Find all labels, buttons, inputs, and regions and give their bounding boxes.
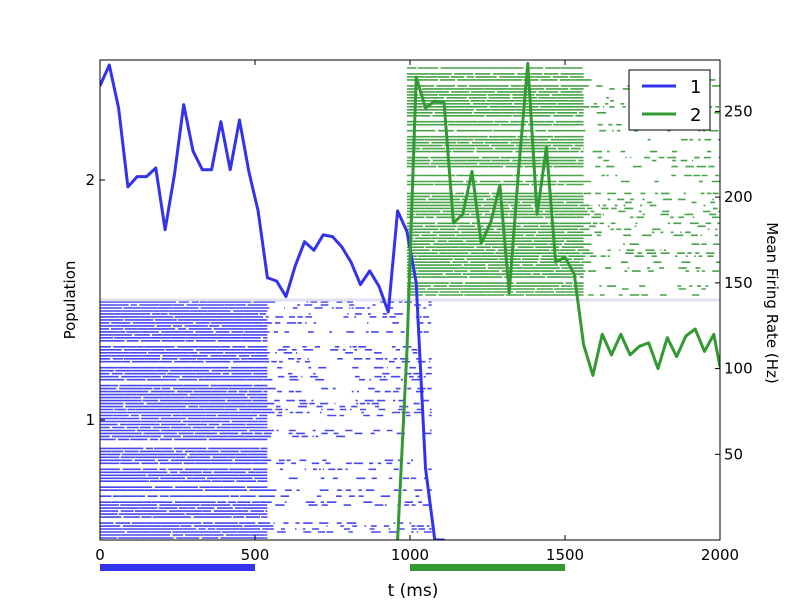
x-tick-label: 2000	[701, 546, 739, 564]
data-point-2-16	[545, 146, 548, 149]
data-point-2-19	[573, 273, 576, 276]
data-point-2-28	[656, 367, 660, 370]
y-tick-label-right: 50	[724, 445, 743, 463]
data-point-1-18	[266, 276, 269, 279]
series-line-1	[100, 63, 445, 540]
data-point-2-27	[647, 341, 650, 345]
data-point-1-21	[294, 264, 297, 267]
data-point-2-18	[563, 255, 567, 259]
data-point-1-9	[182, 103, 185, 106]
data-point-2-6	[452, 221, 455, 225]
y-axis-label-left: Population	[61, 261, 79, 340]
stimulus-bars	[100, 564, 565, 571]
data-point-2-11	[498, 183, 502, 187]
data-point-2-20	[582, 343, 585, 346]
y-tick-label-right: 100	[724, 360, 753, 378]
data-point-1-30	[377, 285, 381, 288]
series-line-2	[396, 61, 720, 540]
data-point-1-33	[405, 230, 409, 233]
data-point-1-8	[173, 173, 176, 177]
data-point-1-5	[145, 175, 148, 178]
data-point-2-32	[694, 327, 697, 331]
legend-label-2: 2	[690, 105, 701, 126]
x-tick-label: 0	[95, 546, 105, 564]
data-point-2-33	[703, 350, 706, 353]
data-point-1-29	[368, 269, 371, 273]
data-point-1-31	[387, 310, 390, 314]
data-point-2-3	[424, 106, 427, 110]
legend-box	[628, 69, 711, 131]
data-point-2-25	[628, 353, 632, 357]
data-point-1-24	[322, 233, 325, 237]
data-point-2-13	[517, 170, 520, 173]
y-tick-label-left: 1	[85, 411, 95, 429]
raster-spikes-population-1	[100, 301, 432, 539]
data-point-1-1	[108, 63, 111, 67]
data-point-1-6	[154, 166, 157, 170]
legend: 1 2	[628, 69, 711, 131]
data-point-1-26	[340, 245, 343, 249]
stimulus-bar-population-2	[410, 564, 565, 571]
data-point-1-22	[303, 240, 306, 243]
y-tick-label-left: 2	[85, 171, 95, 189]
data-point-1-17	[256, 209, 260, 213]
legend-label-1: 1	[690, 77, 701, 98]
data-point-2-5	[442, 101, 446, 105]
data-point-1-13	[219, 120, 223, 123]
data-point-2-9	[480, 242, 483, 245]
data-point-1-14	[229, 168, 232, 171]
data-point-1-12	[210, 168, 213, 171]
y-tick-label-right: 200	[724, 188, 753, 206]
data-point-1-10	[191, 149, 195, 153]
data-point-2-17	[554, 261, 557, 264]
data-point-1-23	[312, 249, 316, 252]
data-point-1-11	[201, 168, 204, 171]
data-point-2-31	[684, 334, 688, 338]
data-point-2-12	[508, 291, 511, 295]
data-point-2-22	[601, 333, 604, 336]
stimulus-bar-population-1	[100, 564, 255, 571]
data-point-2-21	[591, 374, 595, 377]
data-point-2-15	[535, 213, 539, 216]
series-2	[396, 61, 720, 540]
data-point-2-30	[675, 355, 678, 358]
data-point-1-2	[117, 106, 120, 110]
data-point-1-27	[349, 261, 353, 264]
data-point-1-35	[424, 466, 427, 470]
data-point-2-2	[415, 75, 418, 79]
data-point-2-23	[610, 353, 613, 357]
data-point-1-25	[331, 235, 334, 238]
data-point-2-10	[489, 221, 492, 225]
data-point-1-19	[275, 279, 278, 283]
data-point-1-4	[136, 175, 139, 178]
x-tick-label: 500	[241, 546, 270, 564]
data-point-1-7	[163, 228, 167, 231]
data-point-2-4	[433, 99, 436, 103]
data-point-1-28	[359, 283, 362, 286]
x-tick-label: 1000	[391, 546, 429, 564]
data-point-2-34	[712, 333, 715, 336]
data-point-1-32	[396, 209, 399, 213]
data-point-2-8	[470, 170, 474, 173]
series-1	[100, 63, 446, 540]
data-point-1-16	[247, 170, 250, 173]
data-point-2-29	[666, 336, 669, 339]
data-point-1-3	[126, 185, 130, 189]
y-tick-label-right: 250	[724, 102, 753, 120]
data-point-2-1	[405, 350, 409, 353]
data-point-1-34	[415, 281, 418, 285]
data-point-2-24	[619, 333, 622, 336]
data-point-1-20	[284, 295, 288, 298]
firing-rate-series	[100, 61, 720, 540]
y-axis-label-right: Mean Firing Rate (Hz)	[763, 222, 781, 384]
data-point-2-7	[461, 213, 464, 216]
x-tick-label: 1500	[546, 546, 584, 564]
data-point-1-15	[238, 118, 241, 122]
x-axis-label: t (ms)	[388, 581, 439, 600]
data-point-2-26	[638, 345, 641, 348]
y-tick-label-right: 150	[724, 274, 753, 292]
data-point-2-14	[526, 62, 529, 65]
